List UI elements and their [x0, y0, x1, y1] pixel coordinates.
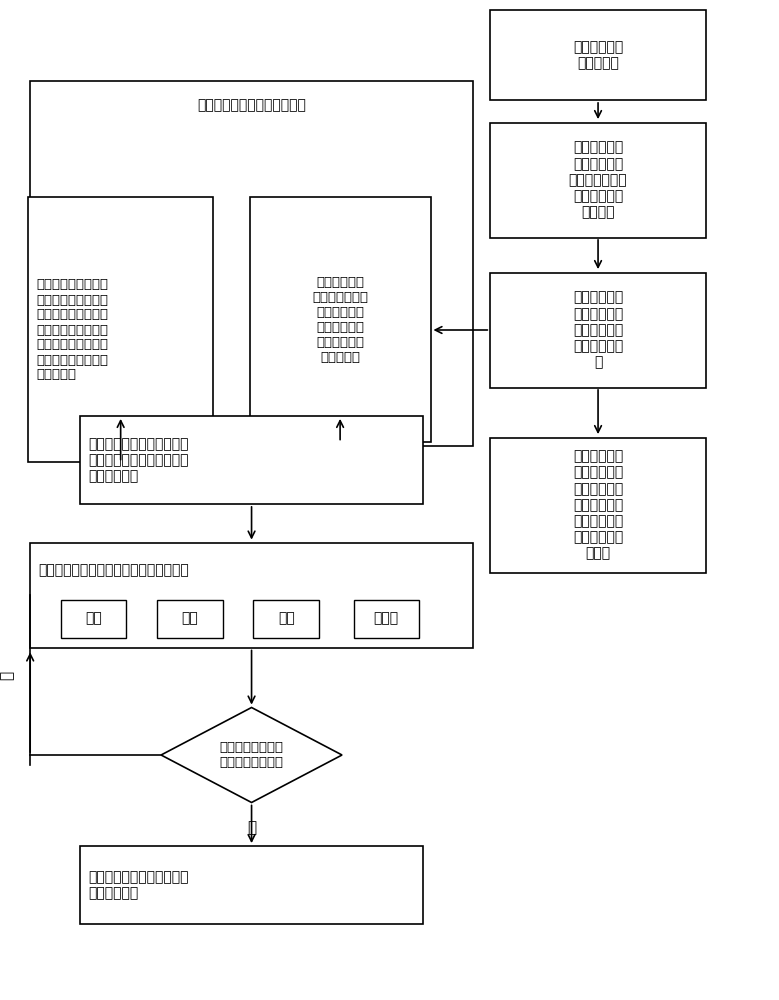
Text: 确定与粒子阻尼体相关的阻尼粒子的参数: 确定与粒子阻尼体相关的阻尼粒子的参数 — [38, 563, 189, 577]
Text: 基于有限元法
对型材结构进
行有限元分析，
建立相应的有
限元模型: 基于有限元法 对型材结构进 行有限元分析， 建立相应的有 限元模型 — [569, 141, 627, 219]
FancyBboxPatch shape — [28, 197, 213, 462]
FancyBboxPatch shape — [61, 599, 126, 638]
Polygon shape — [161, 708, 342, 802]
Text: 否: 否 — [0, 670, 15, 680]
FancyBboxPatch shape — [30, 542, 473, 648]
Text: 确定粒子阻尼体的安装位置区: 确定粒子阻尼体的安装位置区 — [197, 99, 306, 112]
FancyBboxPatch shape — [490, 272, 706, 387]
FancyBboxPatch shape — [249, 197, 431, 442]
Text: 是: 是 — [247, 820, 256, 835]
Text: 填充率: 填充率 — [374, 611, 399, 626]
Text: 粒径: 粒径 — [182, 611, 199, 626]
Text: 根据模态分析
结果确定所述
型材结构模态
响应最大的区
域: 根据模态分析 结果确定所述 型材结构模态 响应最大的区 域 — [573, 291, 623, 369]
FancyBboxPatch shape — [490, 10, 706, 100]
FancyBboxPatch shape — [354, 599, 419, 638]
Text: 根据噪声产生源，确
定噪声的传递路径，
基于型材结构的噪声
的传递路径确定噪声
传递量的最大位置，
以确定粒子阻尼体的
安装位置区: 根据噪声产生源，确 定噪声的传递路径， 基于型材结构的噪声 的传递路径确定噪声 … — [36, 278, 108, 381]
FancyBboxPatch shape — [157, 599, 223, 638]
Text: 材质: 材质 — [86, 611, 102, 626]
FancyBboxPatch shape — [80, 846, 423, 924]
Text: 建立型材结构
的三维模型: 建立型材结构 的三维模型 — [573, 40, 623, 70]
FancyBboxPatch shape — [80, 416, 423, 504]
Text: 建立型材结构
的动力学模型，
确定目标隔声
区域，以确定
粒子阻尼体的
安装位置区: 建立型材结构 的动力学模型， 确定目标隔声 区域，以确定 粒子阻尼体的 安装位置… — [312, 276, 368, 364]
Text: 判断阻尼粒子的参
数是否为最优参数: 判断阻尼粒子的参 数是否为最优参数 — [220, 741, 284, 769]
Text: 通过实验验证仿真结果，并
确定最终方案: 通过实验验证仿真结果，并 确定最终方案 — [88, 870, 189, 900]
FancyBboxPatch shape — [490, 438, 706, 572]
Text: 密度: 密度 — [278, 611, 294, 626]
Text: 在安装位置区安装粒子阻尼
体，基于离散元法建立粒子
能量耗散模型: 在安装位置区安装粒子阻尼 体，基于离散元法建立粒子 能量耗散模型 — [88, 437, 189, 483]
FancyBboxPatch shape — [30, 81, 473, 446]
FancyBboxPatch shape — [253, 599, 319, 638]
Text: 利用动力学分
析方法，对型
材结构进行谐
响应分析，确
定阻尼体在型
材结构的安装
位置区: 利用动力学分 析方法，对型 材结构进行谐 响应分析，确 定阻尼体在型 材结构的安… — [573, 449, 623, 561]
FancyBboxPatch shape — [490, 122, 706, 237]
